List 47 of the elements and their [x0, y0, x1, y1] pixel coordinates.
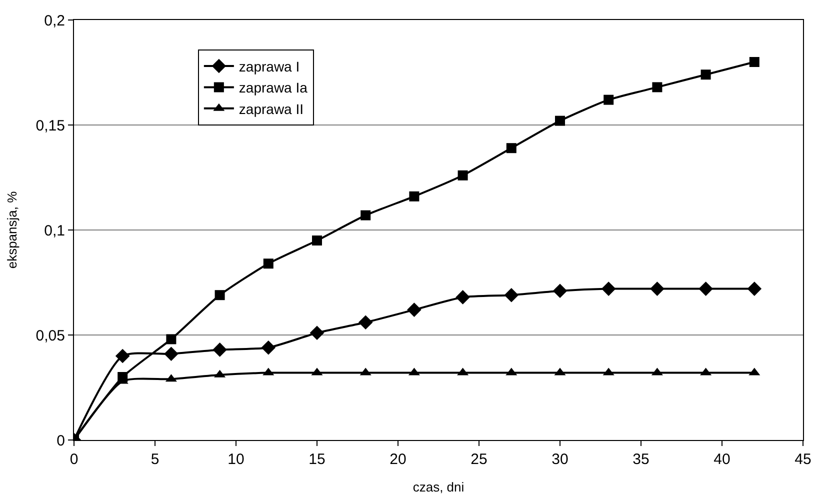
x-tick-label: 35	[632, 451, 650, 468]
x-tick-label: 30	[552, 451, 568, 468]
point	[164, 346, 178, 362]
y-tick-label: 0,15	[36, 117, 65, 134]
legend-label: zaprawa I	[238, 58, 300, 74]
point	[409, 191, 420, 202]
point	[601, 282, 616, 296]
point	[749, 57, 760, 67]
legend-label: zaprawa Ia	[238, 80, 308, 96]
point	[456, 290, 470, 304]
point	[407, 302, 422, 317]
point	[604, 94, 614, 105]
x-tick-label: 5	[150, 451, 160, 468]
x-tick-label: 0	[70, 451, 78, 468]
y-tick-label: 0,05	[36, 327, 65, 344]
point	[555, 116, 565, 126]
x-tick-label: 20	[390, 451, 406, 468]
point	[312, 236, 322, 246]
point	[458, 170, 468, 180]
x-axis-title: czas, dni	[412, 480, 464, 495]
point	[506, 143, 516, 154]
y-axis-title: ekspansja, %	[4, 190, 20, 269]
point	[263, 258, 274, 269]
y-tick-label: 0	[56, 432, 65, 450]
point	[214, 290, 225, 300]
point	[650, 282, 664, 296]
point	[700, 70, 711, 80]
x-tick-label: 25	[470, 451, 488, 468]
point	[652, 82, 662, 92]
point	[698, 282, 713, 296]
y-tick-label: 0,2	[44, 12, 65, 30]
point	[166, 334, 176, 344]
point	[310, 326, 324, 340]
legend-label: zaprawa II	[238, 100, 304, 117]
point	[261, 340, 276, 355]
x-tick-label: 10	[228, 451, 244, 468]
point	[552, 284, 568, 298]
point	[747, 282, 762, 296]
point	[358, 315, 373, 330]
point	[360, 210, 371, 220]
x-tick-label: 15	[308, 451, 326, 468]
point	[212, 342, 227, 357]
y-tick-label: 0,1	[44, 222, 65, 240]
x-tick-label: 45	[794, 451, 812, 468]
x-tick-label: 40	[714, 451, 730, 468]
point	[504, 288, 519, 302]
point	[115, 348, 130, 364]
